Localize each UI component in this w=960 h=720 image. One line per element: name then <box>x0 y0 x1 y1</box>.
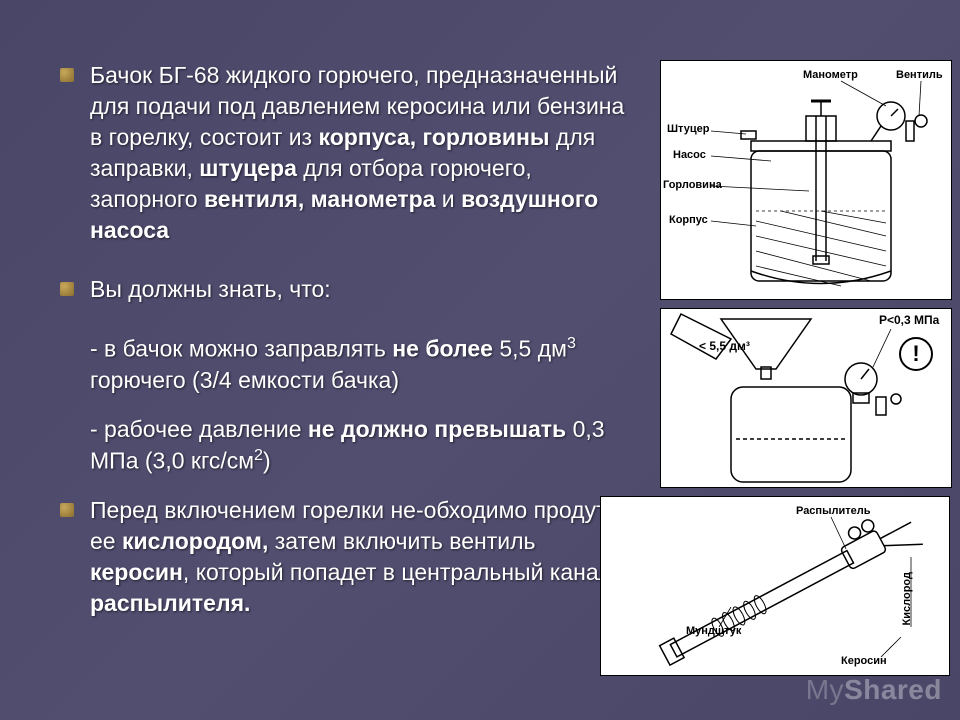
label-nasos: Насос <box>673 149 706 161</box>
bullet-text: Перед включением горелки не-обходимо про… <box>90 495 640 619</box>
label-shtutser: Штуцер <box>667 123 709 135</box>
label-volume: < 5,5 дм³ <box>699 339 750 353</box>
bullet-item: Вы должны знать, что: <box>60 274 640 305</box>
svg-text:!: ! <box>912 341 919 366</box>
bullet-text: Вы должны знать, что: <box>90 274 331 305</box>
label-gorlovina: Горловина <box>663 179 722 191</box>
label-mundshtuk: Мундштук <box>686 625 741 637</box>
sub-item: - рабочее давление не должно превышать 0… <box>90 414 640 477</box>
label-kislorod: Кислород <box>901 572 913 625</box>
label-raspylitel: Распылитель <box>796 505 870 517</box>
bullet-item: Бачок БГ-68 жидкого горючего, предназнач… <box>60 60 640 246</box>
sub-item: - в бачок можно заправлять не более 5,5 … <box>90 333 640 396</box>
diagram-filling: ! < 5,5 дм³ P<0,3 МПа <box>660 308 952 488</box>
bullet-icon <box>60 282 74 296</box>
label-pressure: P<0,3 МПа <box>879 313 939 327</box>
watermark: MyShared <box>806 674 942 706</box>
bullet-icon <box>60 68 74 82</box>
bullet-text: Бачок БГ-68 жидкого горючего, предназнач… <box>90 60 640 246</box>
text-column: Бачок БГ-68 жидкого горючего, предназнач… <box>60 60 640 676</box>
label-manometr: Манометр <box>803 69 858 81</box>
label-ventil: Вентиль <box>896 69 943 81</box>
bullet-item: Перед включением горелки не-обходимо про… <box>60 495 640 619</box>
bullet-icon <box>60 503 74 517</box>
image-column: Манометр Вентиль Штуцер Насос Горловина … <box>660 60 952 676</box>
diagram-torch: Распылитель Кислород Мундштук Керосин <box>600 496 950 676</box>
label-kerosin: Керосин <box>841 655 887 667</box>
label-korpus: Корпус <box>669 214 708 226</box>
diagram-tank-section: Манометр Вентиль Штуцер Насос Горловина … <box>660 60 952 300</box>
